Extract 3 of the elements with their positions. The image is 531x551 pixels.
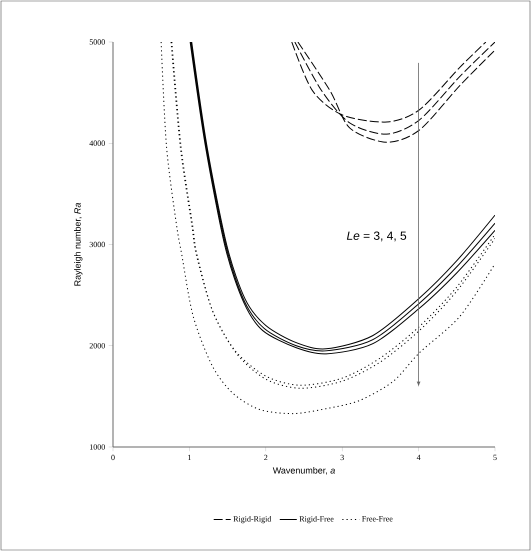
x-axis-title: Wavenumber, a (272, 466, 335, 475)
annotation: Le = 3, 4, 5 (346, 231, 406, 242)
y-axis-title: Rayleigh number, Ra (74, 202, 82, 286)
